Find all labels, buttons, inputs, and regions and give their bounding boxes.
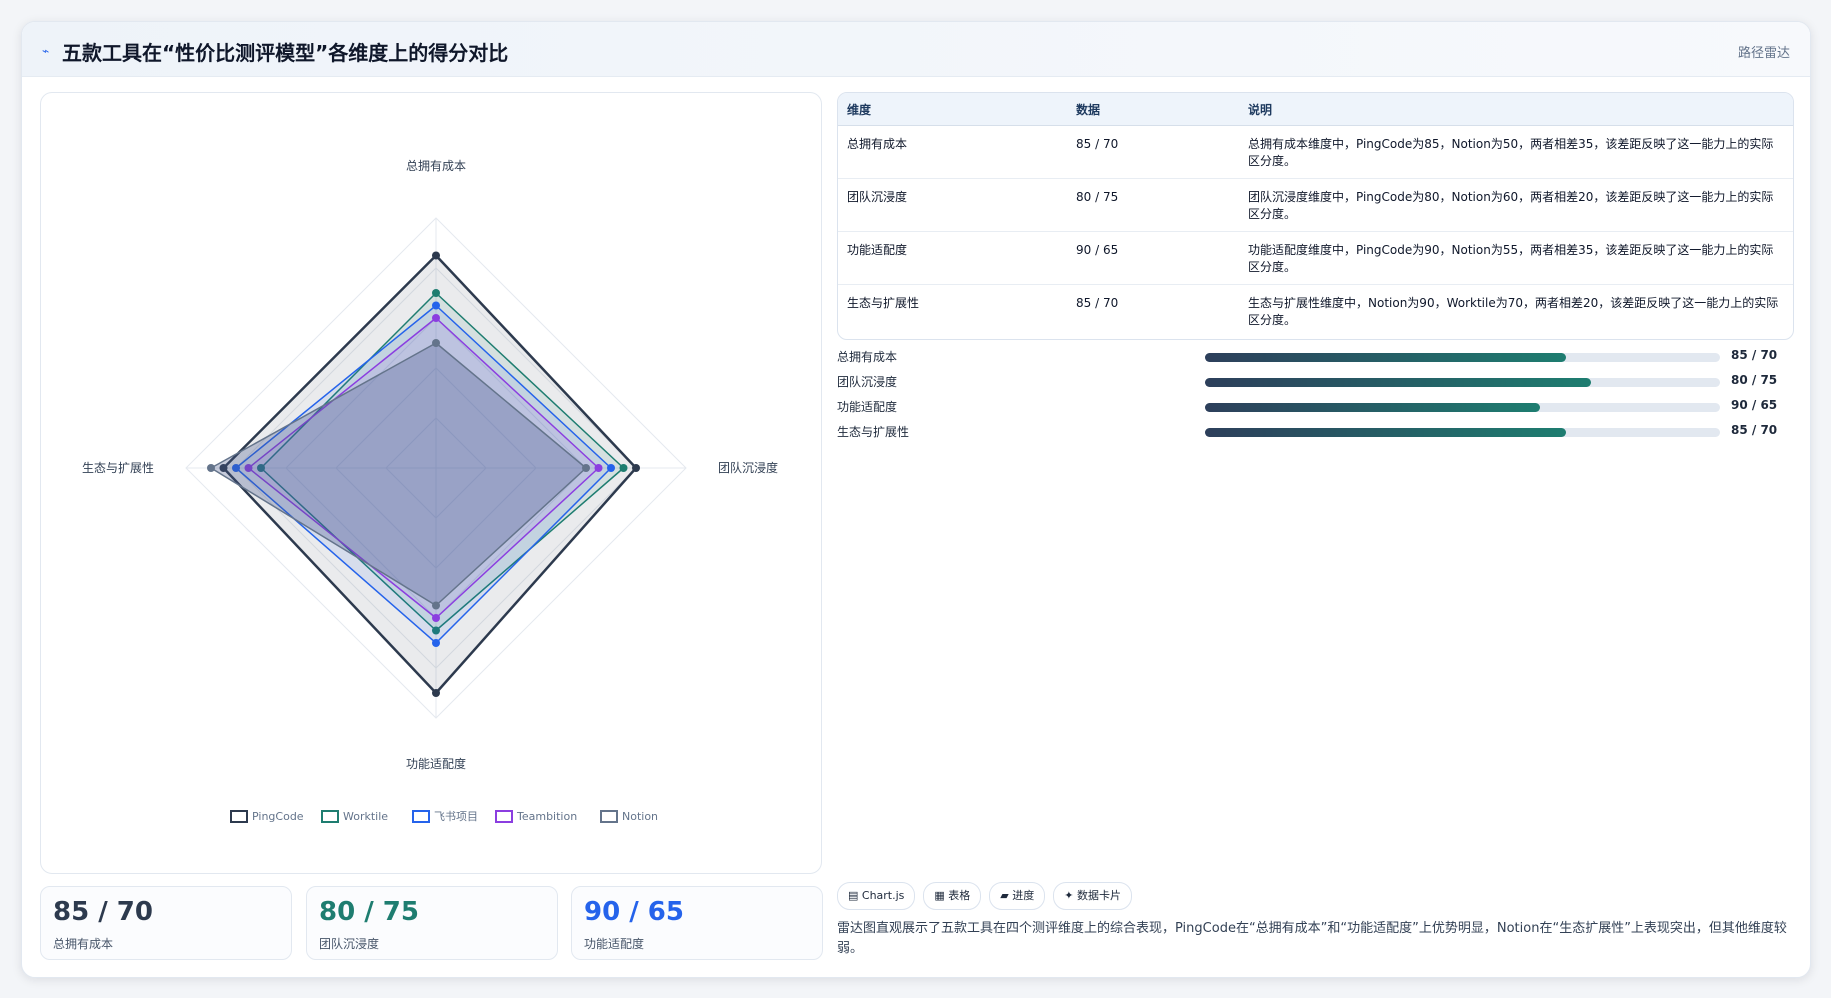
legend-label: 飞书项目 (434, 810, 478, 823)
kpi-label: 总拥有成本 (53, 937, 114, 951)
chart-type-tag: 路径雷达 (1737, 46, 1790, 61)
radar-point (432, 339, 440, 347)
column-header: 维度 (838, 93, 1067, 126)
radar-axis-label: 生态与扩展性 (82, 461, 154, 475)
progress-row: 总拥有成本 85 / 70 (837, 348, 1792, 373)
progress-fill (1205, 428, 1566, 437)
radar-point (432, 301, 440, 310)
radar-point (432, 601, 440, 610)
progress-value: 85 / 70 (1731, 348, 1778, 362)
kpi-label: 功能适配度 (584, 937, 645, 951)
radar-axis-label: 团队沉浸度 (718, 460, 778, 475)
radar-point (594, 464, 603, 472)
kpi-label: 团队沉浸度 (319, 937, 380, 951)
table-cell-note: 生态与扩展性维度中，Notion为90，Worktile为70，两者相差20，该… (1248, 296, 1779, 327)
progress-value: 90 / 65 (1731, 398, 1778, 412)
progress-fill (1205, 378, 1592, 387)
progress-label: 总拥有成本 (837, 350, 898, 364)
radar-point (257, 464, 265, 472)
table-cell-dimension: 总拥有成本 (838, 125, 1067, 179)
kpi-card-team-immersion: 80 / 75 团队沉浸度 (306, 886, 558, 960)
data-table-panel: 维度 数据 说明 总拥有成本 85 / 70 总拥有成本维度中，PingCode… (837, 92, 1794, 340)
table-row: 生态与扩展性 85 / 70 生态与扩展性维度中，Notion为90，Workt… (838, 285, 1793, 338)
table-cell-dimension: 团队沉浸度 (838, 178, 1067, 232)
table-header-row: 维度 数据 说明 (838, 93, 1793, 126)
header-accent-icon: ⌁ (42, 44, 50, 58)
table-row: 总拥有成本 85 / 70 总拥有成本维度中，PingCode为85，Notio… (838, 125, 1793, 179)
progress-row: 团队沉浸度 80 / 75 (837, 373, 1792, 398)
table-cell-note: 总拥有成本维度中，PingCode为85，Notion为50，两者相差35，该差… (1239, 125, 1793, 179)
table-cell-dimension: 生态与扩展性 (847, 296, 920, 310)
radar-point (582, 464, 590, 472)
legend-swatch (321, 810, 339, 823)
table-cell-note: 功能适配度维度中，PingCode为90，Notion为55，两者相差35，该差… (1239, 231, 1793, 285)
progress-list: 总拥有成本 85 / 70 团队沉浸度 80 / 75 功能适配度 90 / 6… (837, 348, 1792, 448)
radar-point (432, 289, 440, 297)
table-row: 功能适配度 90 / 65 功能适配度维度中，PingCode为90，Notio… (838, 231, 1793, 285)
legend-label: Notion (622, 810, 658, 823)
chip-table[interactable]: ▦ 表格 (923, 882, 982, 910)
progress-label: 功能适配度 (837, 400, 898, 414)
radar-axis-label: 功能适配度 (406, 756, 466, 771)
radar-point (432, 639, 440, 647)
radar-point (432, 314, 440, 322)
legend-label: Worktile (343, 810, 388, 823)
column-header: 数据 (1067, 93, 1239, 126)
radar-point (619, 464, 628, 472)
progress-label: 团队沉浸度 (837, 375, 898, 389)
table-cell-data: 85 / 70 (1067, 125, 1239, 179)
table-row: 团队沉浸度 80 / 75 团队沉浸度维度中，PingCode为80，Notio… (838, 178, 1793, 232)
table-cell-note: 团队沉浸度维度中，PingCode为80，Notion为60，两者相差20，该差… (1239, 178, 1793, 232)
page-title: 五款工具在“性价比测评模型”各维度上的得分对比 (62, 41, 509, 65)
chip-progress[interactable]: ▰ 进度 (989, 882, 1046, 910)
radar-point (607, 464, 615, 472)
progress-value: 85 / 70 (1731, 423, 1778, 437)
chip-chartjs[interactable]: ▤ Chart.js (837, 882, 916, 910)
progress-fill (1205, 403, 1540, 412)
progress-track (1205, 403, 1720, 412)
table-cell-data: 80 / 75 (1067, 178, 1239, 232)
chip-data-cards[interactable]: ✦ 数据卡片 (1053, 882, 1132, 910)
progress-row: 功能适配度 90 / 65 (837, 398, 1792, 423)
view-chips: ▤ Chart.js ▦ 表格 ▰ 进度 ✦ 数据卡片 (837, 882, 1140, 910)
legend-label: Teambition (516, 810, 577, 823)
header: ⌁ 五款工具在“性价比测评模型”各维度上的得分对比 路径雷达 (22, 22, 1810, 77)
radar-point (432, 614, 440, 622)
kpi-card-total-cost: 85 / 70 总拥有成本 (40, 886, 292, 960)
kpi-value: 85 / 70 (53, 897, 153, 927)
column-header: 说明 (1239, 93, 1793, 126)
progress-track (1205, 353, 1720, 362)
progress-label: 生态与扩展性 (837, 425, 910, 439)
progress-track (1205, 378, 1720, 387)
radar-point (432, 626, 440, 635)
main-card: ⌁ 五款工具在“性价比测评模型”各维度上的得分对比 路径雷达 总拥有成本 团队沉浸… (21, 21, 1811, 978)
kpi-value: 80 / 75 (319, 897, 419, 927)
kpi-value: 90 / 65 (584, 897, 684, 927)
radar-point (207, 464, 215, 472)
legend-swatch (495, 810, 513, 823)
progress-track (1205, 428, 1720, 437)
data-table: 维度 数据 说明 总拥有成本 85 / 70 总拥有成本维度中，PingCode… (838, 93, 1793, 337)
radar-axis-label: 总拥有成本 (406, 159, 466, 173)
radar-point (219, 464, 228, 472)
legend-swatch (230, 810, 248, 823)
table-cell-data: 90 / 65 (1067, 231, 1239, 285)
progress-row: 生态与扩展性 85 / 70 (837, 423, 1792, 448)
radar-point (232, 464, 240, 472)
table-cell-data: 85 / 70 (1076, 296, 1119, 310)
legend-swatch (412, 810, 430, 823)
legend-label: PingCode (252, 810, 304, 823)
table-cell-dimension: 功能适配度 (838, 231, 1067, 285)
radar-point (432, 689, 440, 697)
kpi-card-feature-fit: 90 / 65 功能适配度 (571, 886, 823, 960)
radar-point (432, 251, 440, 260)
summary-text: 雷达图直观展示了五款工具在四个测评维度上的综合表现，PingCode在“总拥有成… (837, 921, 1787, 956)
progress-value: 80 / 75 (1731, 373, 1778, 387)
progress-fill (1205, 353, 1566, 362)
radar-point (244, 464, 253, 472)
legend-swatch (600, 810, 618, 823)
radar-point (632, 464, 640, 472)
radar-chart-panel: 总拥有成本团队沉浸度功能适配度 生态与扩展性 PingCode Worktile 飞书项… (40, 92, 822, 874)
